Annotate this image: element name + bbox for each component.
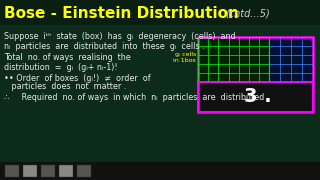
Text: (cntd...5): (cntd...5) [225,8,270,18]
Bar [198,37,313,112]
Text: •• Order  of boxes  (gᵢ!)  ≠  order  of: •• Order of boxes (gᵢ!) ≠ order of [4,74,151,83]
Bar [0,0,320,25]
Text: nᵢ  particles  are  distributed  into  these  gᵢ  cells .: nᵢ particles are distributed into these … [4,42,204,51]
Text: gᵢ cells
in 1box: gᵢ cells in 1box [173,52,196,63]
Text: ∴     Required  no. of ways  in which  nᵢ  particles  are  distributed: ∴ Required no. of ways in which nᵢ parti… [4,93,264,102]
Bar [198,82,313,112]
Bar [198,37,269,82]
Text: Total  no. of ways  realising  the: Total no. of ways realising the [4,53,131,62]
Bar [41,165,55,177]
Bar [77,165,91,177]
Text: Bose - Einstein Distribution: Bose - Einstein Distribution [4,6,239,21]
Text: particles  does  not  matter .: particles does not matter . [4,82,126,91]
Bar [23,165,37,177]
Bar [5,165,19,177]
Bar [269,37,313,82]
Text: Suppose  iᵗʰ  state  (box)  has  gᵢ  degeneracy  (cells)  and: Suppose iᵗʰ state (box) has gᵢ degenerac… [4,32,236,41]
Text: distribution  =  gᵢ  (gᵢ+ nᵢ-1)!: distribution = gᵢ (gᵢ+ nᵢ-1)! [4,63,118,72]
Bar [0,162,320,180]
Bar [59,165,73,177]
Text: 3 .: 3 . [244,87,272,107]
